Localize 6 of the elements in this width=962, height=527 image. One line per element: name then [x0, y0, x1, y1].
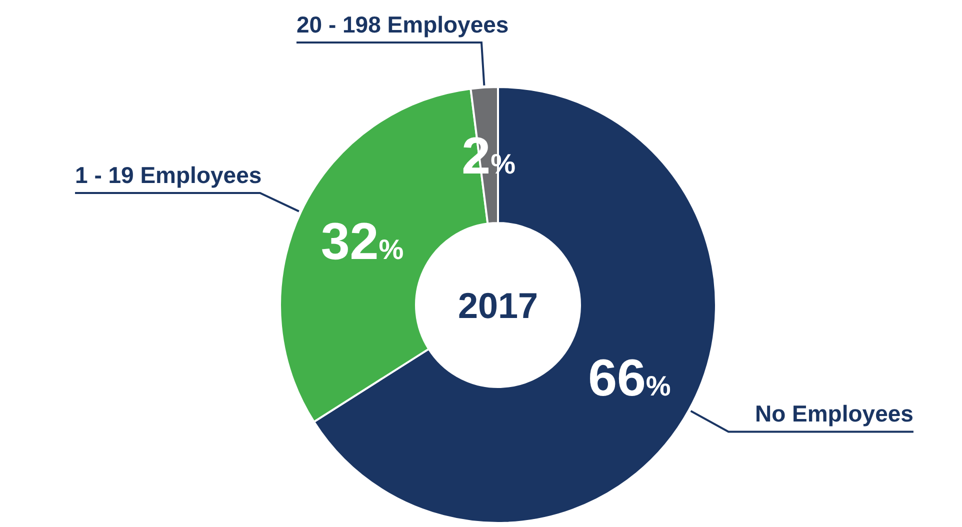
slice-label: No Employees	[754, 400, 914, 427]
slice-label: 1 - 19 Employees	[75, 162, 262, 188]
data-label: 32%	[320, 213, 404, 272]
text: 2017	[458, 285, 538, 326]
slice-label: 20 - 198 Employees	[296, 12, 509, 38]
data-label: 66%	[588, 349, 671, 408]
